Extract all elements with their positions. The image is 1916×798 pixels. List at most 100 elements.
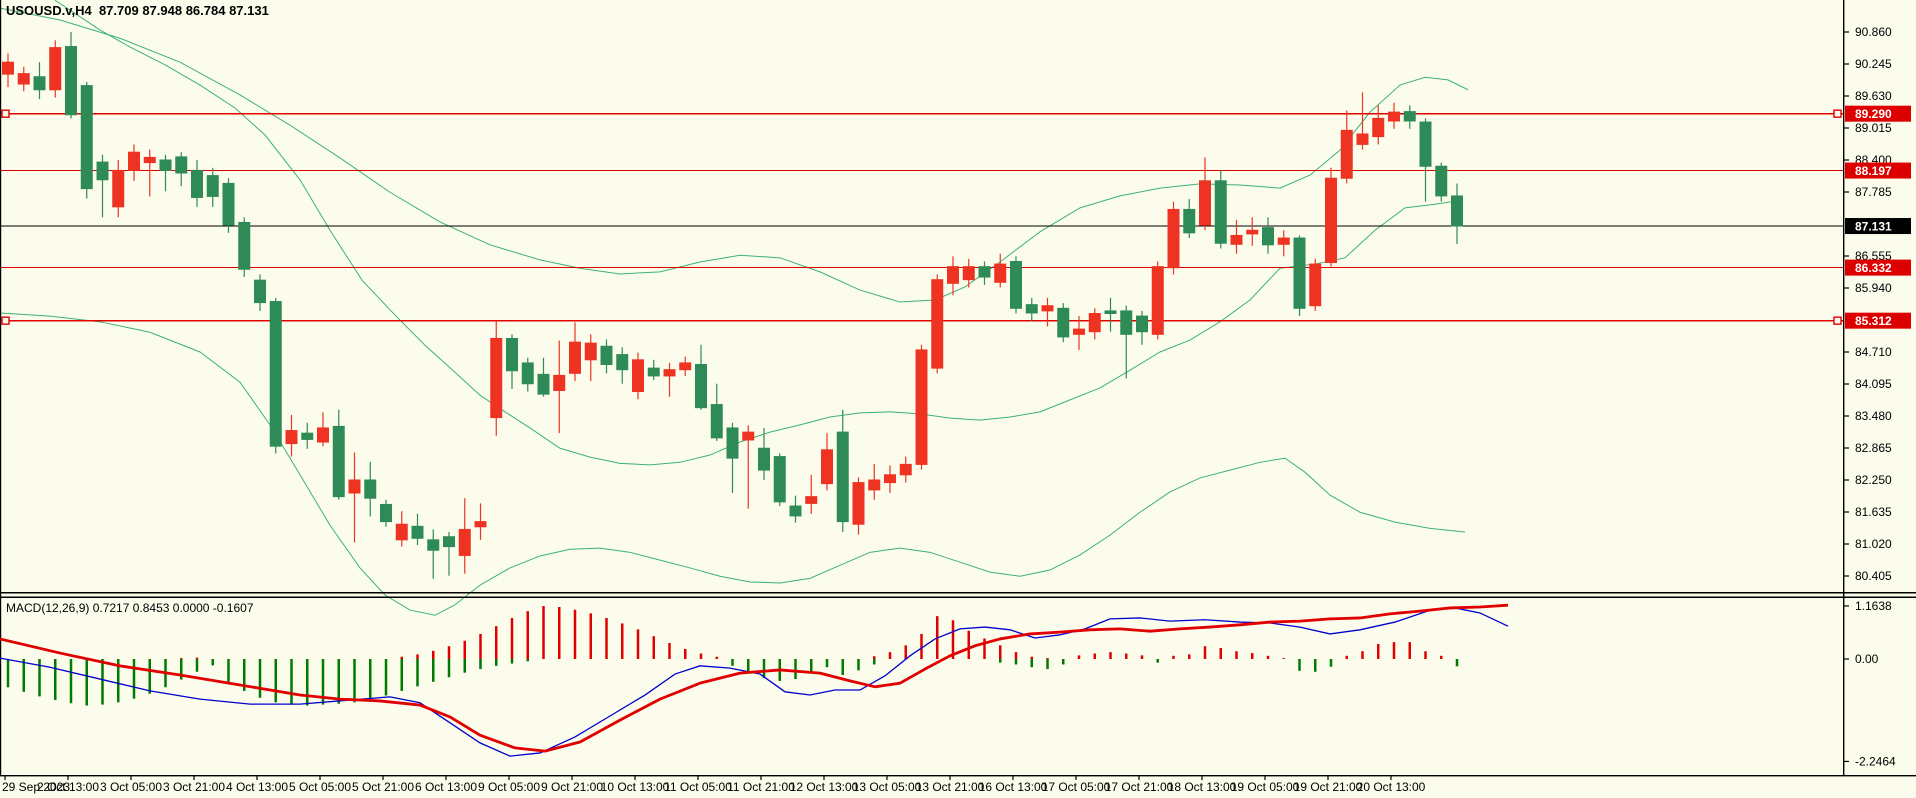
- price-badge: 87.131: [1845, 218, 1911, 235]
- candle-body: [49, 47, 62, 91]
- candle: [868, 463, 881, 500]
- macd-hist-bar-negative: [290, 659, 293, 705]
- candle: [915, 344, 928, 470]
- macd-hist-bar-negative: [432, 659, 435, 682]
- candle-body: [317, 427, 329, 443]
- candle: [1136, 310, 1148, 345]
- time-tick-label: 13 Oct 05:00: [853, 780, 922, 794]
- candle-body: [395, 523, 408, 541]
- candle: [1230, 219, 1243, 254]
- candle: [17, 66, 30, 92]
- macd-hist-bar-negative: [306, 659, 309, 706]
- macd-hist-bar-negative: [1156, 659, 1159, 663]
- time-tick-label: 13 Oct 21:00: [916, 780, 985, 794]
- candle-body: [65, 46, 77, 116]
- candle-body: [569, 341, 581, 374]
- candle: [175, 152, 188, 187]
- candle-body: [742, 431, 755, 441]
- level-handle-square[interactable]: [1, 316, 10, 325]
- candle-body: [821, 449, 833, 485]
- level-handle-square[interactable]: [1833, 316, 1842, 325]
- level-handle-square[interactable]: [1833, 109, 1842, 118]
- macd-hist-bar-positive: [699, 653, 703, 659]
- candle: [80, 81, 93, 199]
- macd-hist-bar-positive: [1377, 643, 1380, 659]
- candle-body: [33, 76, 46, 91]
- candle-body: [1073, 328, 1085, 335]
- candle-body: [1120, 310, 1133, 335]
- macd-hist-bar-positive: [873, 656, 876, 659]
- time-tick-label: 17 Oct 05:00: [1042, 780, 1111, 794]
- bollinger-upper-band: [0, 7, 1469, 303]
- price-tick-label: 82.250: [1855, 473, 1892, 487]
- level-handle-square[interactable]: [1, 109, 10, 118]
- price-tick-label: 81.020: [1855, 537, 1892, 551]
- time-tick-label: 17 Oct 21:00: [1105, 780, 1174, 794]
- time-tick-label: 9 Oct 05:00: [478, 780, 540, 794]
- candle: [805, 474, 818, 514]
- price-axis-line: [1843, 0, 1845, 775]
- candle: [364, 461, 377, 517]
- candle: [1183, 199, 1196, 239]
- macd-hist-bar-negative: [495, 659, 498, 666]
- candle: [773, 453, 786, 507]
- candle-body: [506, 337, 518, 372]
- candle-body: [1151, 266, 1164, 335]
- candle-body: [380, 503, 392, 523]
- candle-body: [332, 425, 345, 498]
- time-tick-label: 5 Oct 21:00: [352, 780, 414, 794]
- pane-separator-bottom[interactable]: [0, 596, 1916, 599]
- pane-separator-top[interactable]: [0, 592, 1916, 594]
- macd-hist-bar-positive: [605, 617, 608, 659]
- macd-axis[interactable]: 1.1638 0.00 -2.2464: [1843, 599, 1896, 769]
- price-tick-label: 85.940: [1855, 281, 1892, 295]
- macd-hist-bar-negative: [148, 659, 151, 694]
- macd-tick-label: 0.00: [1855, 652, 1879, 666]
- candle: [852, 477, 865, 535]
- macd-hist-bar-negative: [69, 659, 73, 704]
- candlestick-series: [2, 32, 1463, 579]
- candle: [821, 433, 833, 491]
- macd-hist-bar-positive: [920, 633, 923, 659]
- candle: [143, 149, 156, 197]
- candle-body: [128, 151, 140, 171]
- macd-hist-bar-negative: [873, 659, 876, 665]
- candle: [1340, 110, 1353, 184]
- candle-body: [112, 169, 125, 208]
- candle: [1057, 303, 1070, 343]
- candle: [836, 409, 849, 533]
- price-badge-bg: [1845, 259, 1911, 276]
- candle-body: [96, 161, 109, 181]
- candle-body: [254, 279, 266, 304]
- macd-hist-bar-negative: [22, 659, 25, 692]
- time-tick-label: 11 Oct 05:00: [664, 780, 732, 794]
- candle: [1199, 157, 1211, 231]
- candle-body: [931, 279, 944, 369]
- macd-hist-bar-positive: [432, 650, 435, 659]
- macd-hist-bar-negative: [416, 659, 419, 687]
- candle: [112, 160, 125, 218]
- macd-hist-bar-negative: [321, 659, 325, 705]
- candle-body: [616, 354, 629, 371]
- macd-hist-bar-positive: [1014, 652, 1018, 659]
- candle: [1277, 230, 1290, 257]
- candle-body: [553, 374, 566, 392]
- candle: [553, 340, 566, 434]
- time-tick-label: 4 Oct 13:00: [226, 780, 288, 794]
- candle: [537, 357, 550, 397]
- candle: [1120, 305, 1133, 379]
- candle: [222, 178, 235, 233]
- macd-hist-bar-positive: [904, 645, 907, 659]
- price-axis[interactable]: 90.86090.24589.63089.01588.40087.78586.5…: [1843, 25, 1911, 583]
- macd-hist-bar-positive: [1172, 655, 1175, 659]
- candle: [632, 352, 644, 400]
- macd-hist-bar-positive: [636, 629, 640, 659]
- candle: [490, 321, 503, 436]
- candle-body: [899, 463, 912, 476]
- macd-hist-bar-positive: [479, 633, 482, 659]
- candle-body: [1136, 315, 1148, 333]
- candle: [726, 422, 739, 494]
- macd-tick-label: -2.2464: [1855, 754, 1896, 768]
